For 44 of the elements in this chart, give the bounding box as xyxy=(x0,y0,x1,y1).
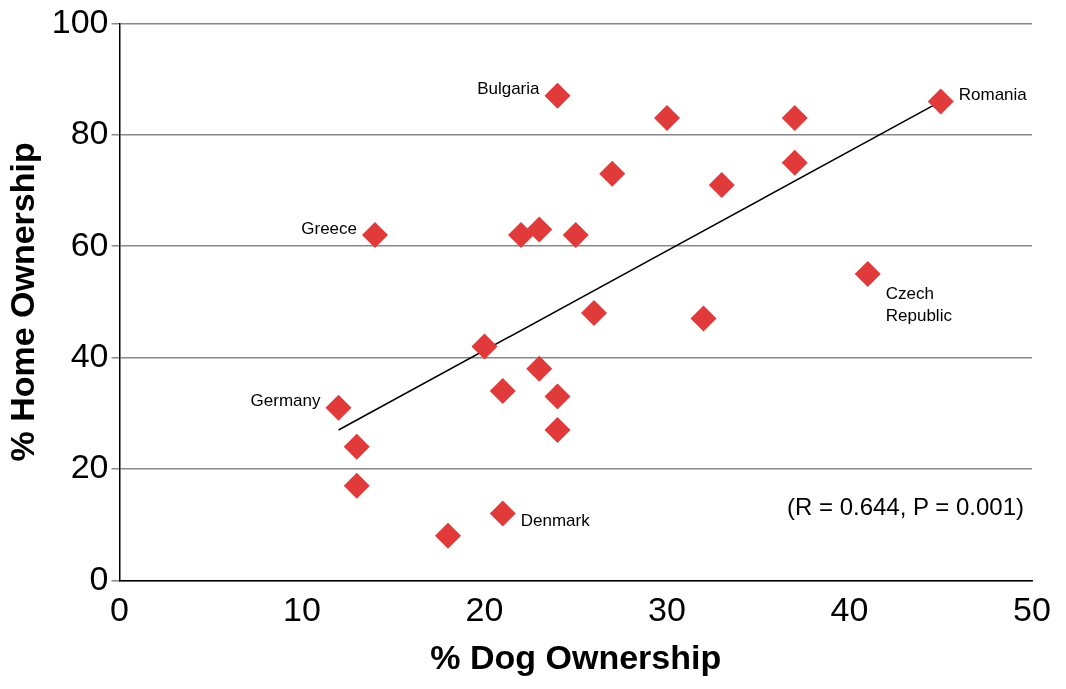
annotation: Czech Republic xyxy=(885,283,953,325)
point xyxy=(362,222,389,249)
point xyxy=(544,82,571,109)
x-tick-label: 50 xyxy=(1013,590,1051,629)
x-tick-label: 10 xyxy=(283,590,321,629)
point xyxy=(544,383,571,410)
point xyxy=(435,522,462,549)
point xyxy=(781,149,808,176)
point xyxy=(508,222,535,249)
x-tick-label: 20 xyxy=(465,590,504,629)
x-tick-label: 30 xyxy=(648,590,686,629)
x-axis-title: % Dog Ownership xyxy=(430,637,722,676)
y-tick-label: 40 xyxy=(70,335,109,374)
annotation: Bulgaria xyxy=(477,79,541,99)
point xyxy=(599,160,626,187)
point xyxy=(690,305,717,332)
point xyxy=(526,355,553,382)
y-tick-label: 20 xyxy=(70,447,109,486)
point xyxy=(343,472,370,499)
point xyxy=(781,105,808,132)
point xyxy=(581,300,608,327)
point xyxy=(526,216,553,243)
annotation: Romania xyxy=(958,85,1028,105)
point xyxy=(708,171,735,198)
point xyxy=(471,333,498,360)
point xyxy=(489,378,516,405)
y-axis-title: % Home Ownership xyxy=(2,142,41,462)
point xyxy=(654,105,681,132)
point xyxy=(343,433,370,460)
point xyxy=(927,88,954,115)
annotation: Denmark xyxy=(520,511,591,531)
point xyxy=(325,394,352,421)
x-tick-label: 40 xyxy=(830,590,869,629)
y-tick-label: 0 xyxy=(89,558,109,597)
y-tick-label: 60 xyxy=(70,224,109,263)
annotation: Germany xyxy=(250,391,322,411)
point xyxy=(854,261,881,288)
y-tick-label: 100 xyxy=(51,1,109,40)
point xyxy=(544,417,571,444)
annotation: (R = 0.644, P = 0.001) xyxy=(786,492,1024,520)
y-tick-label: 80 xyxy=(70,113,109,152)
point xyxy=(562,222,589,249)
annotation: Greece xyxy=(301,218,358,238)
point xyxy=(489,500,516,527)
